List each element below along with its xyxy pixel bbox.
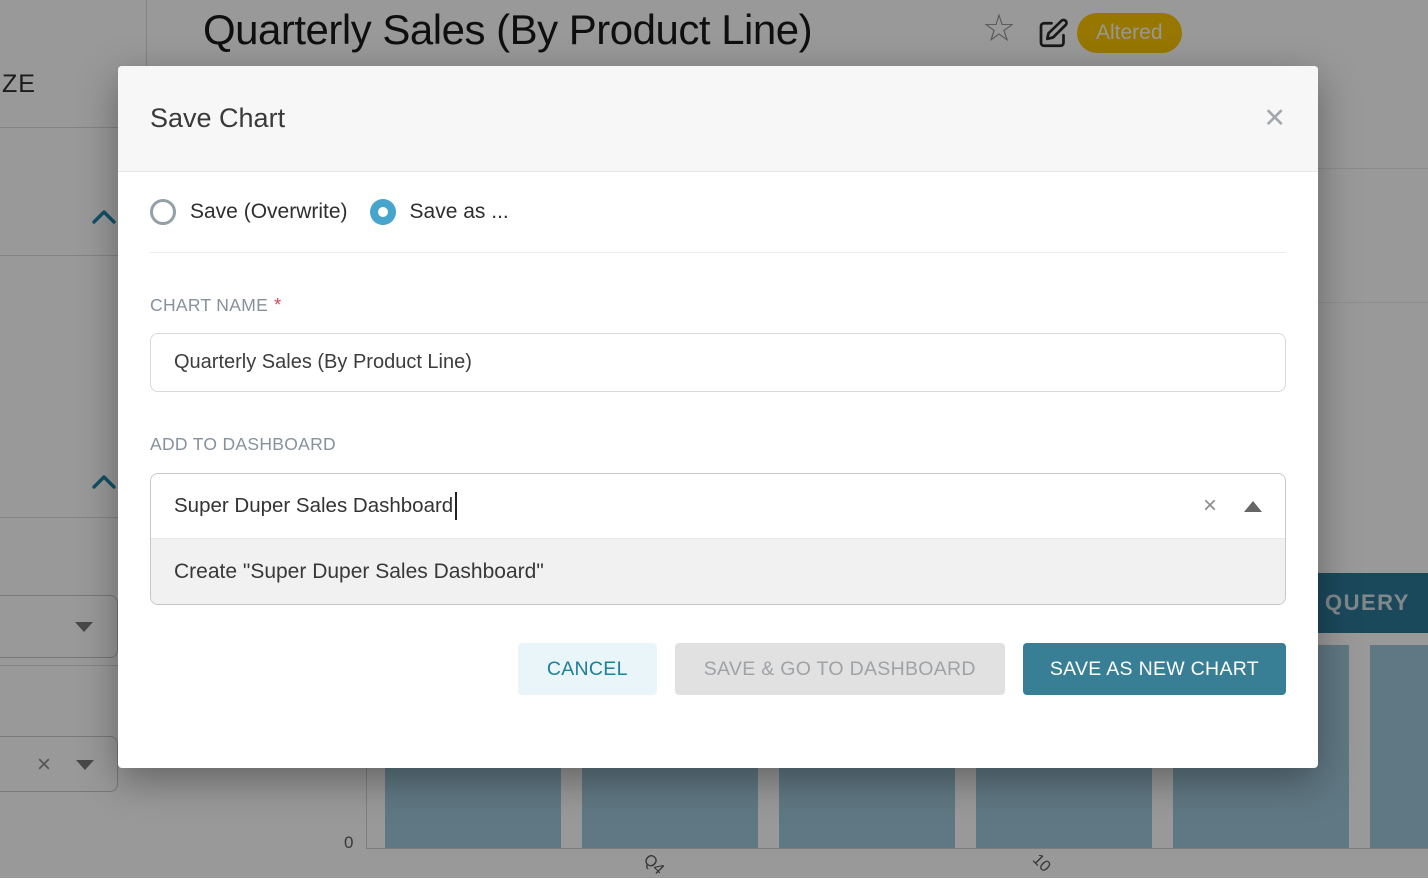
panel-divider xyxy=(0,255,150,256)
clear-icon[interactable]: × xyxy=(37,751,52,778)
chart-name-label: CHART NAME * xyxy=(150,295,282,315)
favorite-star-icon[interactable]: ☆ xyxy=(982,8,1017,50)
control-select-field[interactable]: × xyxy=(0,736,118,792)
edit-title-icon[interactable] xyxy=(1035,15,1071,51)
chart-x-axis xyxy=(366,848,1428,849)
dashboard-combobox: Super Duper Sales Dashboard × Create "Su… xyxy=(150,473,1286,605)
panel-divider xyxy=(0,665,150,666)
dashboard-input-value: Super Duper Sales Dashboard xyxy=(174,494,454,517)
required-asterisk: * xyxy=(274,295,282,315)
save-mode-radio-group: Save (Overwrite) Save as ... xyxy=(150,172,1286,225)
chart-name-input[interactable] xyxy=(150,333,1286,392)
altered-badge: Altered xyxy=(1077,13,1182,53)
save-chart-modal: Save Chart ✕ Save (Overwrite) Save as ..… xyxy=(118,66,1318,768)
collapse-section-chevron-up-icon[interactable] xyxy=(91,474,117,490)
create-dashboard-option[interactable]: Create "Super Duper Sales Dashboard" xyxy=(151,538,1285,604)
modal-header: Save Chart ✕ xyxy=(118,66,1318,172)
modal-title: Save Chart xyxy=(150,103,286,133)
tab-panel-divider xyxy=(146,0,147,127)
chart-bar xyxy=(1370,645,1428,848)
radio-save-as[interactable] xyxy=(369,199,396,225)
control-select-field[interactable] xyxy=(0,595,118,658)
tab-customize-fragment[interactable]: ZE xyxy=(2,70,36,98)
chevron-down-icon xyxy=(76,760,94,770)
save-as-new-chart-button[interactable]: SAVE AS NEW CHART xyxy=(1022,643,1286,695)
radio-save-as-label[interactable]: Save as ... xyxy=(409,200,509,223)
add-to-dashboard-label: ADD TO DASHBOARD xyxy=(150,434,336,454)
radio-save-overwrite[interactable] xyxy=(150,199,176,225)
y-axis-tick-zero: 0 xyxy=(344,833,354,852)
cancel-button[interactable]: CANCEL xyxy=(517,643,657,695)
radio-save-overwrite-label[interactable]: Save (Overwrite) xyxy=(190,200,348,223)
clear-selection-icon[interactable]: × xyxy=(1202,492,1217,519)
modal-footer: CANCEL SAVE & GO TO DASHBOARD SAVE AS NE… xyxy=(150,643,1286,695)
panel-divider xyxy=(0,517,150,518)
text-cursor xyxy=(455,492,458,520)
close-icon[interactable]: ✕ xyxy=(1263,103,1286,133)
section-divider xyxy=(150,252,1286,253)
caret-up-icon[interactable] xyxy=(1244,500,1262,512)
query-button-label: QUERY xyxy=(1325,590,1410,615)
chart-page-title: Quarterly Sales (By Product Line) xyxy=(203,6,813,53)
dashboard-input[interactable]: Super Duper Sales Dashboard × xyxy=(151,474,1285,538)
save-and-go-to-dashboard-button[interactable]: SAVE & GO TO DASHBOARD xyxy=(674,643,1005,695)
collapse-section-chevron-up-icon[interactable] xyxy=(91,209,117,225)
chevron-down-icon xyxy=(75,622,93,632)
